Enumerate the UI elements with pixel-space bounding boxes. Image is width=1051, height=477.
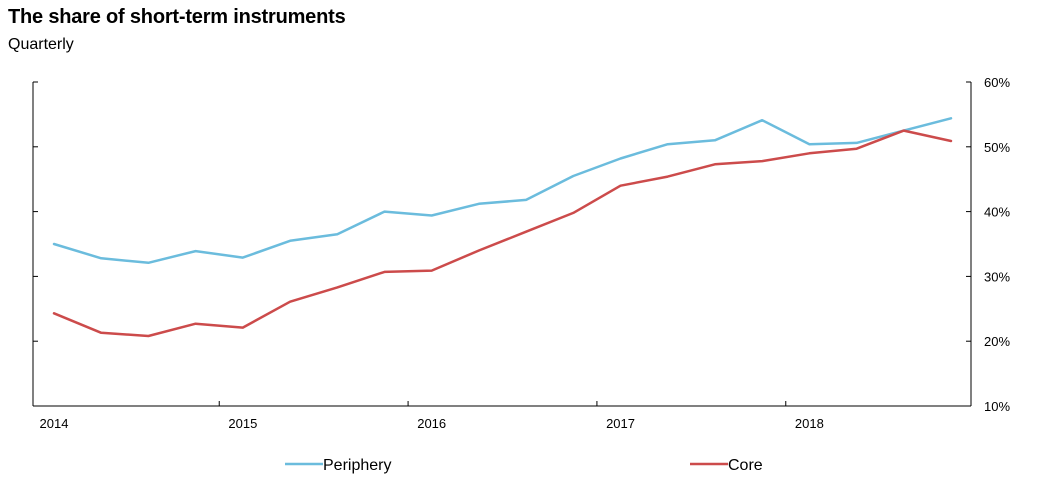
legend-label-core: Core (728, 457, 763, 474)
legend: Periphery Core (285, 457, 763, 474)
x-tick-label: 2016 (417, 416, 446, 431)
y-tick-label: 60% (984, 75, 1010, 90)
x-tick-label: 2018 (795, 416, 824, 431)
y-tick-label: 20% (984, 334, 1010, 349)
series-lines (52, 117, 953, 338)
series-line-periphery (52, 117, 953, 265)
x-tick-label: 2014 (40, 416, 69, 431)
y-tick-label: 10% (984, 399, 1010, 414)
chart-title: The share of short-term instruments (8, 6, 346, 28)
legend-label-periphery: Periphery (323, 457, 391, 474)
y-axis-ticks: 10% 20% 30% 40% 50% 60% (33, 75, 1010, 414)
series-line-core (52, 129, 953, 338)
y-tick-label: 50% (984, 140, 1010, 155)
x-axis-ticks: 2014 2015 2016 2017 2018 (40, 401, 824, 431)
y-tick-label: 30% (984, 269, 1010, 284)
chart-subtitle: Quarterly (8, 36, 74, 53)
chart-axes (32, 82, 972, 407)
x-tick-label: 2015 (228, 416, 257, 431)
x-tick-label: 2017 (606, 416, 635, 431)
y-tick-label: 40% (984, 205, 1010, 220)
